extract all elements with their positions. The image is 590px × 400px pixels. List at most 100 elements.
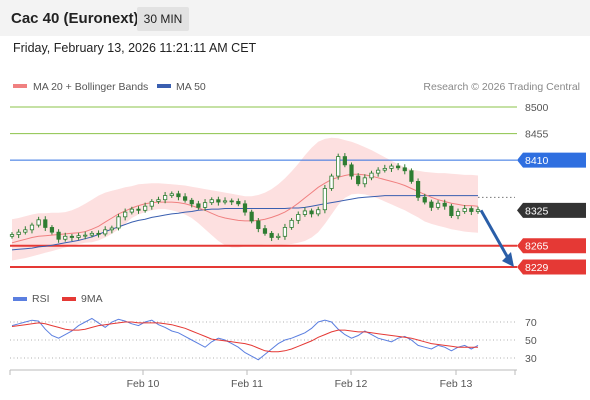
candle-body [216, 199, 221, 203]
chart-datetime: Friday, February 13, 2026 11:21:11 AM CE… [13, 41, 257, 55]
candle-body [129, 208, 134, 213]
candle-body [262, 228, 268, 234]
candle-body [36, 219, 41, 226]
candle-body [196, 203, 201, 208]
candle-body [49, 227, 55, 233]
candle-body [376, 169, 381, 174]
price-tag-label-8265: 8265 [525, 241, 549, 253]
ma20-legend-label: MA 20 + Bollinger Bands [33, 81, 148, 93]
price-tag-label-8229: 8229 [525, 262, 549, 274]
candle-body [455, 211, 461, 217]
price-tag-label-8500: 8500 [525, 102, 549, 114]
candle-body [349, 164, 354, 177]
candle-body [96, 232, 101, 235]
candle-body [296, 214, 301, 221]
candle-body [369, 172, 374, 179]
candle-body [189, 199, 194, 205]
candle-body [202, 202, 208, 208]
candle-body [16, 231, 21, 235]
candle-body [229, 200, 234, 203]
ma50-legend-label: MA 50 [176, 81, 206, 93]
candle-body [83, 234, 88, 237]
candle-body [256, 220, 261, 230]
candle-body [149, 201, 154, 207]
candle-body [442, 202, 447, 207]
forecast-arrow-head [502, 252, 514, 267]
candle-body [182, 196, 188, 201]
candle-body [302, 210, 308, 215]
candle-body [236, 201, 241, 205]
candle-body [29, 224, 35, 231]
rsi-chart: 70 50 30 [10, 317, 537, 365]
candle-body [109, 227, 114, 231]
x-axis: Feb 10 Feb 11 Feb 12 Feb 13 [9, 370, 516, 390]
candle-body [163, 195, 168, 201]
candle-body [382, 168, 387, 171]
candle-body [103, 229, 108, 235]
rsi-legend-swatch [13, 297, 27, 301]
forecast-arrow-line [479, 209, 510, 259]
candle-body [389, 165, 394, 169]
rsi-tick-label-70: 70 [525, 317, 537, 329]
candle-body [249, 211, 254, 222]
candle-body [422, 196, 427, 203]
ma50-legend-swatch [157, 84, 171, 88]
candle-body [63, 235, 68, 240]
instrument-title: Cac 40 (Euronext) [11, 10, 139, 27]
rsi-tick-label-50: 50 [525, 335, 537, 347]
candle-body [362, 177, 367, 185]
rsi-tick-label-30: 30 [525, 353, 537, 365]
candle-body [89, 232, 94, 236]
candle-body [322, 188, 327, 211]
rsi-legend-label: RSI [32, 293, 50, 305]
candle-body [342, 156, 347, 166]
candle-body [176, 193, 181, 198]
candle-body [23, 229, 28, 233]
candle-body [156, 199, 161, 202]
candle-body [429, 201, 434, 208]
candle-body [69, 235, 75, 238]
candle-body [329, 175, 334, 189]
bollinger-band-area [12, 137, 478, 261]
candle-body [415, 180, 421, 198]
candle-body [43, 219, 48, 228]
candle-body [9, 234, 15, 237]
candle-body [409, 170, 414, 182]
credit-label: Research © 2026 Trading Central [423, 81, 580, 93]
candle-body [462, 208, 467, 212]
price-tag-label-8325: 8325 [525, 205, 549, 217]
rsi-line [11, 317, 479, 361]
candle-body [269, 232, 274, 238]
candle-body [123, 211, 128, 218]
candle-body [116, 216, 121, 229]
candle-body [469, 208, 474, 212]
candle-body [143, 205, 148, 211]
candle-body [276, 235, 281, 238]
price-tag-8265 [517, 238, 586, 254]
price-chart: 8500 8455 8410 8325 8265 8229 [9, 102, 586, 275]
timeframe-badge[interactable]: 30 MIN [137, 7, 189, 31]
price-tag-8325 [517, 202, 586, 218]
candle-body [209, 199, 214, 204]
ma20-legend-swatch [13, 84, 27, 88]
candle-body [475, 209, 481, 212]
candle-body [435, 202, 441, 208]
x-tick-label: Feb 11 [231, 378, 263, 390]
candle-body [356, 175, 361, 185]
candle-body [169, 193, 174, 196]
x-tick-label: Feb 10 [127, 378, 160, 390]
x-tick-label: Feb 12 [335, 378, 368, 390]
candle-body [76, 235, 81, 238]
candle-body [222, 200, 228, 203]
candle-body [136, 208, 141, 211]
price-tag-label-8455: 8455 [525, 129, 549, 141]
ma20-line [11, 173, 479, 244]
ma9-legend-label: 9MA [81, 293, 103, 305]
candle-body [289, 219, 294, 228]
candle-body [316, 209, 321, 215]
candle-body [282, 227, 288, 237]
candle-body [449, 205, 454, 217]
price-tag-8229 [517, 259, 586, 275]
x-tick-label: Feb 13 [440, 378, 473, 390]
